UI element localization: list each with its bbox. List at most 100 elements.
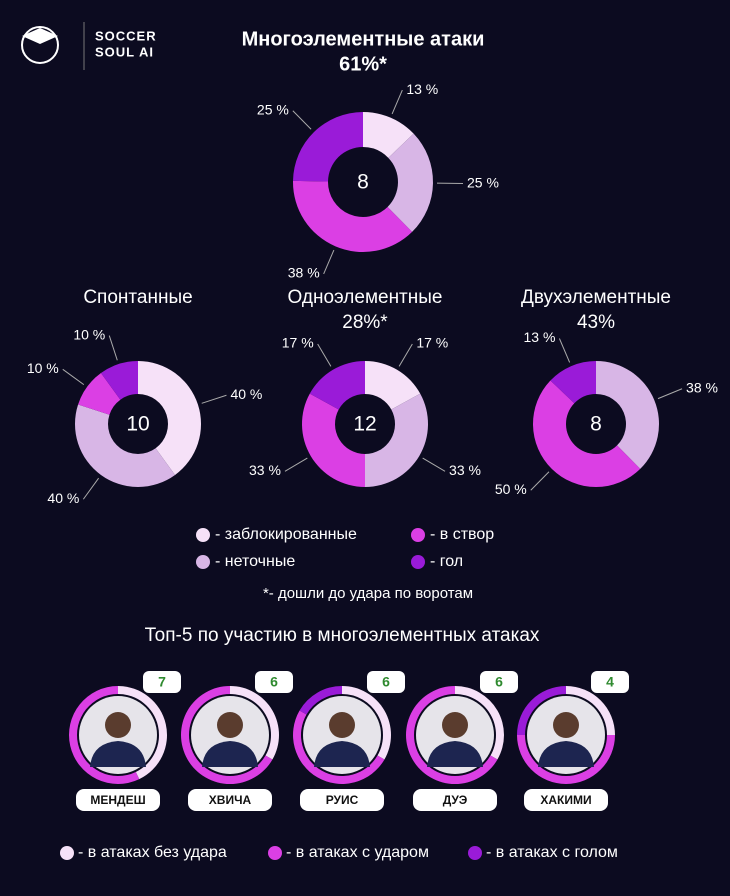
leader-line [62,368,85,386]
leader-line [108,335,118,361]
slice-label: 17 % [416,335,448,351]
player-ring-segment [517,735,615,784]
legend-swatch [60,846,74,860]
donut-center-value: 8 [590,413,602,436]
logo-ball [21,26,59,64]
slice-label: 10 % [27,360,59,376]
legend-label: - в створ [430,526,494,543]
player-ring-segment [299,686,342,715]
name-badge [413,789,497,811]
donut-slice [365,361,421,410]
leader-line [317,343,332,367]
donut-slice [309,361,365,410]
slice-label: 25 % [467,174,499,190]
donut-center-value: 8 [357,171,369,194]
donut-slice [532,380,641,488]
slice-label: 38 % [288,265,320,281]
player-card: 6 ДУЭ [405,671,518,811]
name-badge [76,789,160,811]
chart-title: Многоэлементные атаки [242,28,485,50]
chart-title: Одноэлементные [288,287,443,308]
slice-label: 50 % [495,481,527,497]
player-ring-segment [342,686,391,760]
legend-swatch [196,528,210,542]
player-count: 4 [606,674,614,690]
legend-label: - гол [430,553,463,570]
donut-slice [550,361,596,404]
chart-subtitle: 61%* [339,53,387,75]
leader-line [292,110,312,130]
section-title: Топ-5 по участию в многоэлементных атака… [145,625,540,646]
name-badge [524,789,608,811]
leader-line [558,338,571,363]
logo-cap [22,28,58,44]
slice-label: 10 % [73,326,105,342]
donut-slice [293,112,363,182]
player-ring-segment [293,710,385,784]
player-ring-segment [517,686,566,735]
player-name: ХВИЧА [209,793,252,807]
legend-swatch [411,555,425,569]
player-head [553,712,579,738]
player-head [442,712,468,738]
chart-subtitle: 43% [577,312,615,333]
logo-text: SOCCER [95,28,157,43]
player-jersey [427,741,483,767]
donut-slice [78,373,121,415]
player-card: 6 ХВИЧА [180,671,293,811]
count-badge [367,671,405,693]
slice-label: 33 % [449,462,481,478]
player-count: 6 [495,674,503,690]
leader-line [201,394,227,404]
leader-line [284,457,308,472]
donut-slice [387,133,433,232]
player-head [217,712,243,738]
donut-slice [293,180,413,253]
donut-slice [302,393,365,487]
leader-line [530,471,550,491]
player-head [105,712,131,738]
legend-swatch [268,846,282,860]
player-jersey [538,741,594,767]
player-name: ДУЭ [443,793,468,807]
player-ring-segment [566,686,615,735]
slice-label: 13 % [523,329,555,345]
donut-slice [596,361,660,469]
leader-line [398,343,413,367]
player-ring-segment [230,686,279,760]
player-name: МЕНДЕШ [90,793,145,807]
count-badge [480,671,518,693]
legend-swatch [468,846,482,860]
player-ring-segment [455,686,504,760]
player-name: ХАКИМИ [540,793,591,807]
count-badge [143,671,181,693]
player-jersey [90,741,146,767]
leader-line [422,457,446,472]
count-badge [255,671,293,693]
donut-slice [138,361,202,475]
legend-label: - в атаках с голом [486,844,618,861]
legend-swatch [411,528,425,542]
chart-title: Двухэлементные [521,287,671,308]
count-badge [591,671,629,693]
player-count: 6 [270,674,278,690]
player-card: 7 МЕНДЕШ [68,671,181,811]
leader-line [391,89,403,115]
player-count: 7 [158,674,166,690]
legend-label: - в атаках без удара [78,844,227,861]
leader-line [657,388,683,400]
chart-title: Спонтанные [83,287,192,308]
logo-text: SOUL AI [95,44,154,59]
legend-swatch [196,555,210,569]
slice-label: 40 % [230,386,262,402]
player-card: 6 РУИС [293,671,405,811]
donut-slice [363,112,414,158]
slice-label: 40 % [47,490,79,506]
logo: SOCCER SOUL AI [21,22,157,70]
chart-subtitle: 28%* [342,312,388,333]
player-ring-segment [68,686,140,784]
player-jersey [314,741,370,767]
slice-label: 13 % [406,81,438,97]
footnote: *- дошли до удара по воротам [263,585,473,602]
